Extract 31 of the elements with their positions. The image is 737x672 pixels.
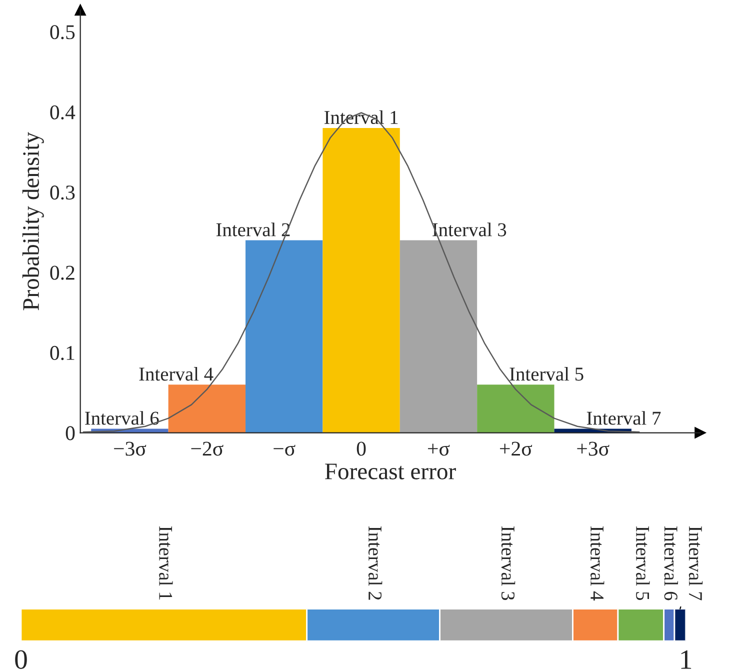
x-tick-label: 0 xyxy=(356,442,366,456)
bar xyxy=(168,384,246,433)
y-tick-label: 0.1 xyxy=(50,346,74,360)
x-tick-label: −3σ xyxy=(114,442,146,456)
bar xyxy=(477,384,554,433)
text: Interval 2 xyxy=(368,526,382,600)
text: Interval 4 xyxy=(590,526,604,600)
x-tick-label: +σ xyxy=(428,444,450,456)
text: Interval 7 xyxy=(688,526,703,600)
text: Interval 5 xyxy=(636,526,650,600)
y-tick-label: 0.4 xyxy=(50,105,76,120)
x-tick-label: −2σ xyxy=(191,442,224,456)
y-tick-label: 0.2 xyxy=(50,266,74,280)
text: Interval 6 xyxy=(664,526,678,600)
bar xyxy=(400,240,478,433)
x-axis-title: Forecast error xyxy=(325,464,456,480)
bar xyxy=(322,128,400,433)
annotation: Interval 7 xyxy=(586,411,661,425)
x-tick-label: 1 xyxy=(681,650,692,669)
text: Interval 1 xyxy=(159,526,173,600)
x-tick-label: −σ xyxy=(274,444,296,456)
x-tick-label: +3σ xyxy=(577,442,610,456)
y-tick-label: 0.5 xyxy=(50,25,75,40)
annotation: Interval 5 xyxy=(510,367,584,381)
bar xyxy=(246,240,323,433)
y-axis-title: Probability density xyxy=(22,132,44,310)
annotation: Interval 4 xyxy=(139,367,214,381)
y-tick-label: 0.3 xyxy=(50,186,75,200)
x-tick-label: +2σ xyxy=(500,442,532,456)
text: Interval 3 xyxy=(501,526,516,600)
y-tick-label: 0 xyxy=(66,426,75,440)
